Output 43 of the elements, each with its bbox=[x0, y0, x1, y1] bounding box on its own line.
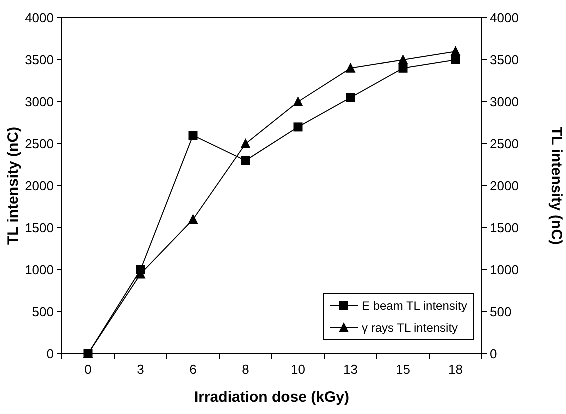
point bbox=[398, 64, 408, 73]
legend-label: γ rays TL intensity bbox=[362, 321, 458, 336]
y2-tick-label: 1000 bbox=[490, 262, 519, 278]
x-tick-label: 10 bbox=[291, 362, 306, 377]
y2-tick-label: 2000 bbox=[490, 178, 519, 194]
point bbox=[451, 56, 460, 64]
y2-tick-label: 3000 bbox=[490, 94, 519, 110]
point bbox=[240, 138, 251, 148]
y2-tick-label: 4000 bbox=[490, 10, 519, 26]
x-tick-label: 6 bbox=[190, 362, 197, 377]
y-tick-label: 0 bbox=[46, 346, 54, 362]
y-tick-label: 1500 bbox=[25, 220, 54, 236]
y2-tick-label: 3500 bbox=[490, 52, 519, 68]
y-axis-title: TL intensity (nC) bbox=[5, 126, 22, 246]
point bbox=[188, 131, 198, 140]
point bbox=[294, 122, 303, 132]
y2-axis-title: TL intensity (nC) bbox=[548, 126, 565, 246]
x-axis-title: Irradiation dose (kGy) bbox=[194, 389, 350, 406]
x-tick-label: 3 bbox=[137, 362, 144, 377]
x-tick-label: 8 bbox=[242, 362, 250, 377]
y2-tick-label: 2500 bbox=[490, 136, 519, 152]
y2-tick-label: 0 bbox=[490, 346, 498, 362]
point bbox=[346, 62, 356, 73]
point bbox=[398, 54, 408, 64]
x-tick-label: 0 bbox=[84, 362, 92, 377]
x-tick-label: 18 bbox=[448, 362, 463, 377]
y-tick-label: 500 bbox=[32, 304, 54, 320]
y-tick-label: 2500 bbox=[25, 136, 54, 152]
point bbox=[293, 96, 304, 106]
y2-tick-label: 1500 bbox=[490, 220, 519, 236]
point bbox=[346, 93, 356, 102]
y-tick-label: 3500 bbox=[25, 52, 54, 68]
point bbox=[241, 156, 250, 166]
y-tick-label: 1000 bbox=[25, 262, 54, 278]
point bbox=[450, 46, 461, 56]
x-tick-label: 15 bbox=[396, 362, 410, 377]
y-tick-label: 4000 bbox=[25, 10, 54, 26]
legend-label: E beam TL intensity bbox=[362, 299, 468, 314]
x-tick-label: 13 bbox=[344, 362, 358, 377]
point bbox=[188, 214, 198, 224]
y-tick-label: 3000 bbox=[25, 94, 54, 110]
y-tick-label: 2000 bbox=[25, 178, 54, 194]
y2-tick-label: 500 bbox=[490, 304, 512, 320]
